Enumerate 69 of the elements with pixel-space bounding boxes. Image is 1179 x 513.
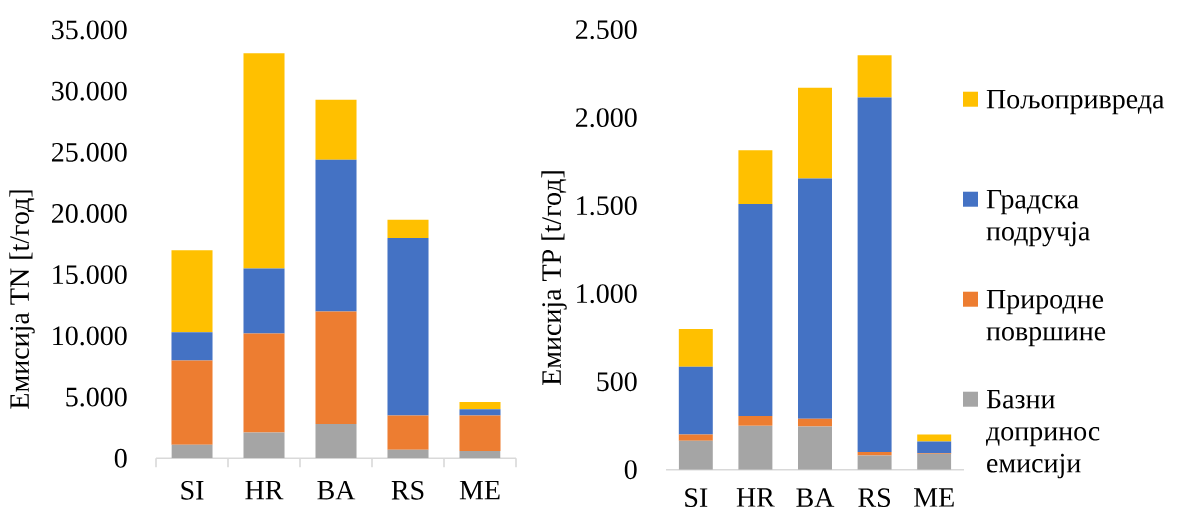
legend-label: Природне површине	[986, 289, 1106, 347]
bar	[387, 219, 429, 239]
bar	[315, 424, 357, 459]
y-tick-label: 5.000	[66, 387, 127, 407]
bar	[917, 434, 952, 442]
bar	[857, 452, 892, 456]
x-tick-label: BA	[317, 480, 356, 500]
bar	[171, 250, 213, 333]
x-tick-label: RS	[391, 480, 424, 500]
y-tick-label: 0	[114, 448, 127, 468]
bar	[243, 432, 285, 459]
x-tick-label: HR	[245, 480, 284, 500]
y-tick-label: 25.000	[51, 142, 127, 162]
bar	[798, 87, 832, 179]
y-tick-label: 10.000	[53, 326, 127, 346]
y-tick-label: 2.500	[575, 20, 637, 40]
y-tick-label: 30.000	[52, 81, 127, 101]
y-tick-label: 35.000	[52, 20, 127, 40]
bar	[387, 415, 429, 450]
y-tick-label: 1.000	[577, 284, 637, 304]
bar	[917, 453, 952, 470]
bar	[459, 415, 501, 451]
bar	[243, 53, 285, 269]
bar	[387, 449, 429, 459]
bar	[857, 55, 892, 98]
y-tick-label: 500	[597, 372, 637, 392]
bar	[798, 418, 832, 427]
bar	[917, 441, 952, 453]
x-tick-label: ME	[914, 488, 954, 507]
bar	[243, 268, 285, 334]
bar	[857, 97, 892, 453]
x-tick-label: ME	[459, 480, 500, 500]
bar	[459, 409, 501, 416]
bar	[798, 178, 832, 419]
bar	[243, 333, 285, 433]
y-axis-title: Емисија TP [t/год]	[541, 171, 567, 386]
x-tick-label: SI	[685, 488, 708, 508]
bar	[459, 402, 501, 410]
bar	[678, 440, 713, 470]
bar	[798, 426, 832, 470]
bar	[738, 203, 773, 417]
bar	[387, 238, 429, 416]
bar	[678, 434, 713, 441]
legend-label: Пољопривреда	[986, 89, 1165, 115]
y-tick-label: 20.000	[51, 204, 127, 224]
bar	[171, 332, 213, 361]
legend-label: Базни допринос емисији	[985, 389, 1100, 479]
bar	[171, 360, 213, 445]
legend-label: Градска подручја	[986, 189, 1090, 247]
x-tick-label: SI	[181, 480, 204, 500]
x-tick-label: HR	[736, 488, 775, 507]
bar	[678, 328, 713, 367]
bar	[738, 416, 773, 426]
bar	[738, 425, 773, 470]
bar	[315, 99, 357, 160]
bar	[857, 455, 892, 470]
bar	[315, 159, 357, 312]
y-tick-label: 0	[624, 460, 637, 480]
y-tick-label: 2.000	[575, 108, 637, 128]
bar	[678, 366, 713, 435]
bar	[459, 450, 501, 459]
y-tick-label: 15.000	[53, 265, 127, 285]
y-axis-title: Емисија TN [t/год]	[9, 190, 35, 409]
y-tick-label: 1.500	[577, 196, 637, 216]
x-tick-label: BA	[796, 488, 835, 507]
x-tick-label: RS	[858, 488, 890, 508]
bar	[315, 311, 357, 425]
bar	[171, 444, 213, 459]
bar	[738, 150, 773, 204]
